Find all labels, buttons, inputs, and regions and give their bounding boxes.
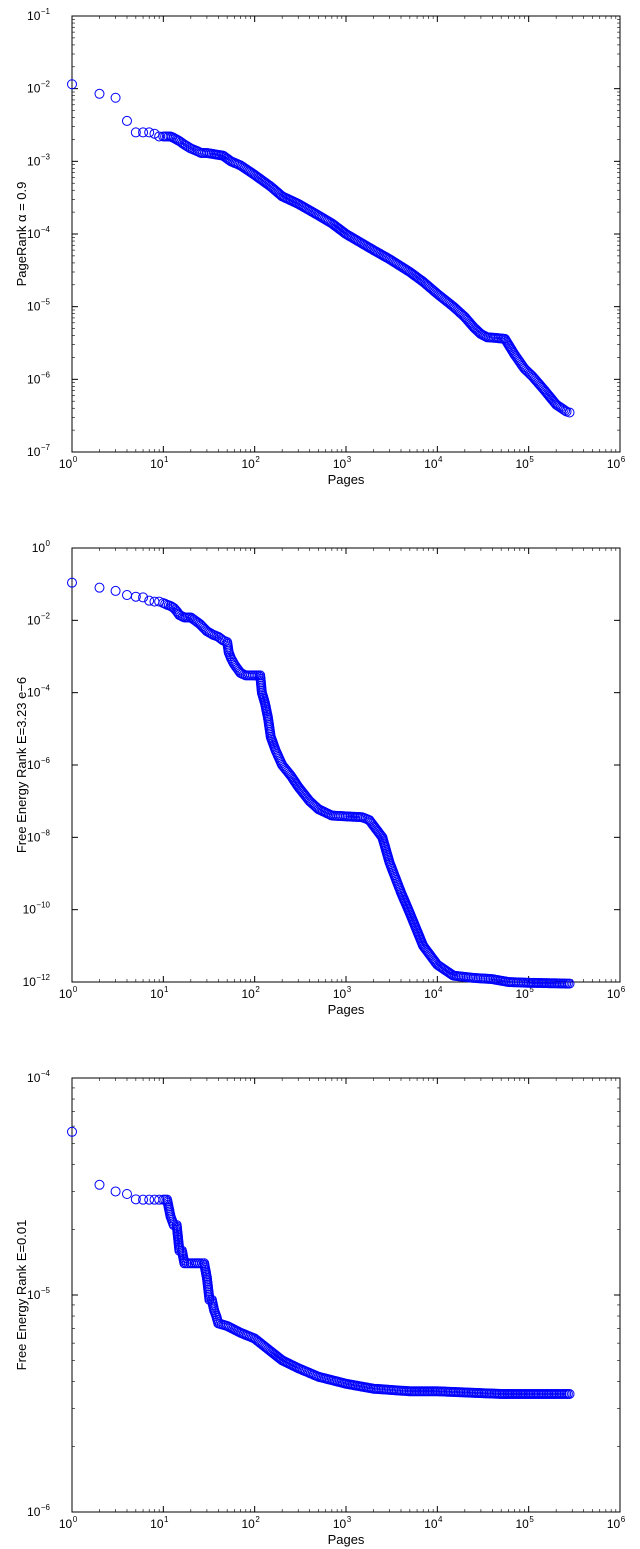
y-tick-label: 10−1 — [27, 7, 51, 23]
data-point — [273, 188, 284, 199]
data-point — [121, 1189, 132, 1200]
y-tick-label: 10−4 — [27, 1069, 51, 1085]
data-point — [121, 590, 132, 601]
x-tick-label: 100 — [59, 455, 78, 471]
data-point — [478, 330, 489, 341]
y-tick-label: 10−6 — [27, 370, 51, 386]
data-point — [130, 127, 141, 138]
y-tick-label: 10−3 — [27, 152, 51, 168]
x-tick-label: 101 — [150, 985, 169, 1001]
data-point — [196, 1258, 207, 1269]
data-point — [144, 595, 155, 606]
x-tick-label: 106 — [607, 1515, 626, 1531]
y-tick-label: 10−8 — [27, 828, 51, 844]
x-tick-label: 103 — [333, 985, 352, 1001]
data-point — [560, 405, 571, 416]
data-point — [144, 127, 155, 138]
x-tick-label: 104 — [424, 455, 443, 471]
y-tick-label: 10−4 — [27, 225, 51, 241]
data-point — [204, 627, 215, 638]
y-tick-label: 10−6 — [27, 756, 51, 772]
data-point — [94, 88, 105, 99]
y-axis-label: Free Energy Rank E=0.01 — [14, 1220, 29, 1371]
data-point — [564, 978, 575, 989]
x-tick-label: 102 — [242, 985, 261, 1001]
chart-free-energy-rank-small-e: 100 101 102 103 104 105 10610−1210−1010−810−61… — [14, 539, 626, 1017]
data-point — [144, 1194, 155, 1205]
chart-pagerank: 100 101 102 103 104 105 106 10−7 10−6 10−5 10−4 10−… — [14, 7, 626, 487]
x-tick-label: 103 — [333, 1515, 352, 1531]
x-tick-label: 103 — [333, 455, 352, 471]
x-tick-label: 104 — [424, 985, 443, 1001]
data-point — [110, 585, 121, 596]
x-tick-label: 101 — [150, 455, 169, 471]
x-tick-label: 102 — [242, 455, 261, 471]
data-point — [138, 1194, 149, 1205]
data-point — [94, 1179, 105, 1190]
x-tick-label: 100 — [59, 1515, 78, 1531]
data-point — [558, 404, 569, 415]
data-point — [225, 653, 236, 664]
y-tick-label: 100 — [32, 539, 51, 555]
y-tick-label: 10−4 — [27, 684, 51, 700]
x-axis-label: Pages — [328, 1532, 365, 1547]
data-point — [154, 131, 165, 142]
data-point — [445, 968, 456, 979]
data-point — [67, 1126, 77, 1137]
x-tick-label: 102 — [242, 1515, 261, 1531]
data-point — [110, 92, 121, 103]
y-tick-label: 10−12 — [23, 973, 51, 989]
data-point — [226, 654, 237, 665]
x-tick-label: 104 — [424, 1515, 443, 1531]
y-tick-label: 10−2 — [27, 611, 51, 627]
y-tick-label: 10−5 — [27, 298, 51, 314]
x-tick-label: 100 — [59, 985, 78, 1001]
x-tick-label: 106 — [607, 455, 626, 471]
data-point — [94, 582, 105, 593]
plot-frame — [71, 1077, 621, 1513]
x-axis-label: Pages — [328, 1002, 365, 1017]
data-point — [121, 115, 132, 126]
y-tick-label: 10−7 — [27, 443, 51, 459]
plot-frame — [71, 547, 621, 983]
data-point — [110, 1186, 121, 1197]
x-tick-label: 106 — [607, 985, 626, 1001]
data-point — [564, 1388, 575, 1399]
y-tick-label: 10−10 — [23, 901, 51, 917]
data-point — [564, 407, 575, 418]
y-tick-label: 10−5 — [27, 1286, 51, 1302]
x-tick-label: 105 — [516, 455, 535, 471]
x-axis-label: Pages — [328, 472, 365, 487]
data-point — [130, 591, 141, 602]
y-axis-label: PageRank α = 0.9 — [14, 182, 29, 287]
data-point — [182, 141, 193, 152]
y-tick-label: 10−6 — [27, 1503, 51, 1519]
chart-free-energy-rank-e-001: 100 101 102 103 104 105 106 10−6 10−5 10−4 Pages Fr… — [14, 1069, 626, 1547]
data-point — [138, 592, 149, 603]
x-tick-label: 105 — [516, 1515, 535, 1531]
x-tick-label: 101 — [150, 1515, 169, 1531]
data-point — [130, 1194, 141, 1205]
y-axis-label: Free Energy Rank E=3.23 e−6 — [14, 677, 29, 853]
data-point — [376, 831, 387, 842]
data-point — [138, 127, 149, 138]
data-point — [179, 1258, 190, 1269]
data-point — [67, 79, 77, 90]
data-point — [67, 577, 77, 588]
y-tick-label: 10−2 — [27, 80, 51, 96]
